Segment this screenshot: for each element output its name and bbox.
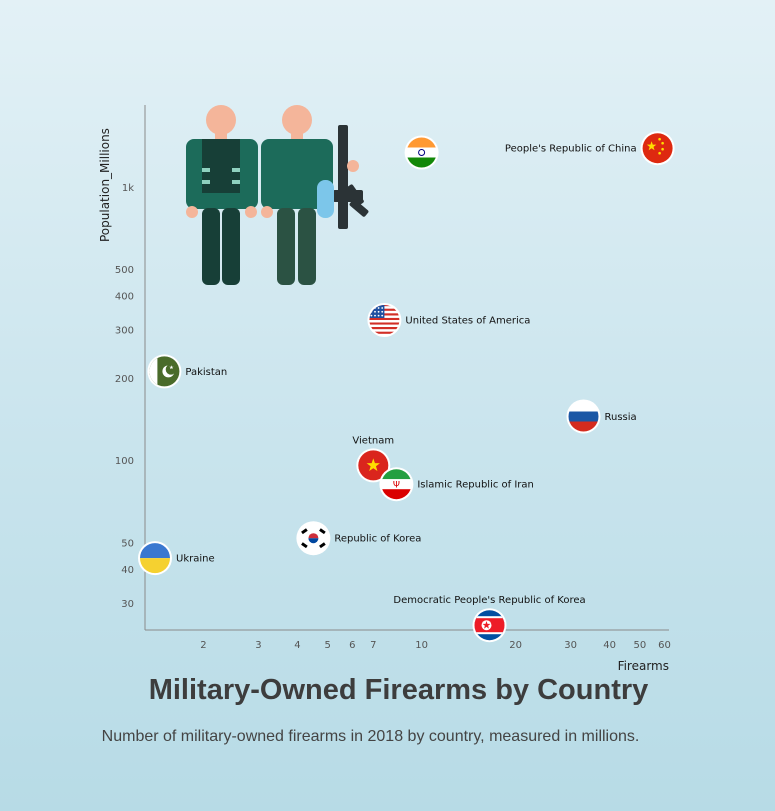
x-tick-label: 4 (294, 640, 300, 651)
y-tick-label: 40 (121, 565, 134, 576)
china-flag-icon (642, 133, 673, 164)
russia-flag-icon (568, 401, 599, 432)
data-point-iran[interactable]: Ψ (379, 467, 414, 502)
y-tick-label: 500 (115, 265, 134, 276)
y-tick-label: 1k (122, 183, 134, 194)
x-tick-label: 20 (509, 640, 522, 651)
y-tick-label: 200 (115, 374, 134, 385)
data-point-usa[interactable] (367, 303, 402, 337)
data-point-india[interactable] (404, 135, 439, 170)
x-tick-label: 7 (370, 640, 376, 651)
x-tick-label: 50 (633, 640, 646, 651)
y-tick-label: 300 (115, 326, 134, 337)
data-point-ukraine[interactable] (138, 541, 172, 576)
point-label: Republic of Korea (334, 534, 421, 545)
y-axis-label: Population_Millions (98, 128, 112, 242)
north-korea-flag-icon (474, 610, 505, 641)
x-axis-label: Firearms (618, 659, 669, 670)
point-label: Islamic Republic of Iran (417, 480, 534, 491)
svg-text:Ψ: Ψ (393, 481, 400, 491)
chart-title: Military-Owned Firearms by Country (148, 674, 649, 706)
x-tick-label: 6 (349, 640, 355, 651)
india-flag-icon (406, 137, 437, 168)
point-label: Pakistan (185, 367, 227, 378)
y-tick-label: 30 (121, 599, 134, 610)
data-point-north-korea[interactable] (472, 608, 507, 643)
point-label: Vietnam (352, 435, 394, 446)
chart-subtitle: Number of military-owned firearms in 201… (101, 728, 640, 745)
point-label: Democratic People's Republic of Korea (393, 595, 585, 606)
x-tick-label: 60 (658, 640, 671, 651)
data-point-pakistan[interactable] (147, 354, 182, 389)
data-point-russia[interactable] (566, 399, 601, 434)
iran-flag-icon: Ψ (381, 469, 412, 500)
ukraine-flag-icon (140, 543, 170, 574)
data-point-china[interactable] (640, 131, 675, 166)
data-point-south-korea[interactable] (296, 521, 331, 556)
point-label: Russia (604, 412, 636, 423)
x-tick-label: 30 (564, 640, 577, 651)
point-label: Ukraine (176, 554, 215, 565)
x-tick-label: 2 (200, 640, 206, 651)
y-tick-label: 400 (115, 292, 134, 303)
y-tick-label: 50 (121, 538, 134, 549)
pakistan-flag-icon (149, 356, 180, 387)
x-tick-label: 5 (324, 640, 330, 651)
y-tick-label: 100 (115, 456, 134, 467)
x-tick-label: 10 (415, 640, 428, 651)
x-tick-label: 3 (255, 640, 261, 651)
scatter-chart: 2 3 4 5 6 7 10 20 30 40 50 60 30 40 50 100 200 300 400 500… (98, 105, 675, 670)
south-korea-flag-icon (298, 523, 329, 554)
x-tick-label: 40 (603, 640, 616, 651)
soldiers-with-rifle-icon (186, 105, 369, 285)
point-label: United States of America (405, 315, 530, 326)
point-label: People's Republic of China (505, 144, 637, 155)
